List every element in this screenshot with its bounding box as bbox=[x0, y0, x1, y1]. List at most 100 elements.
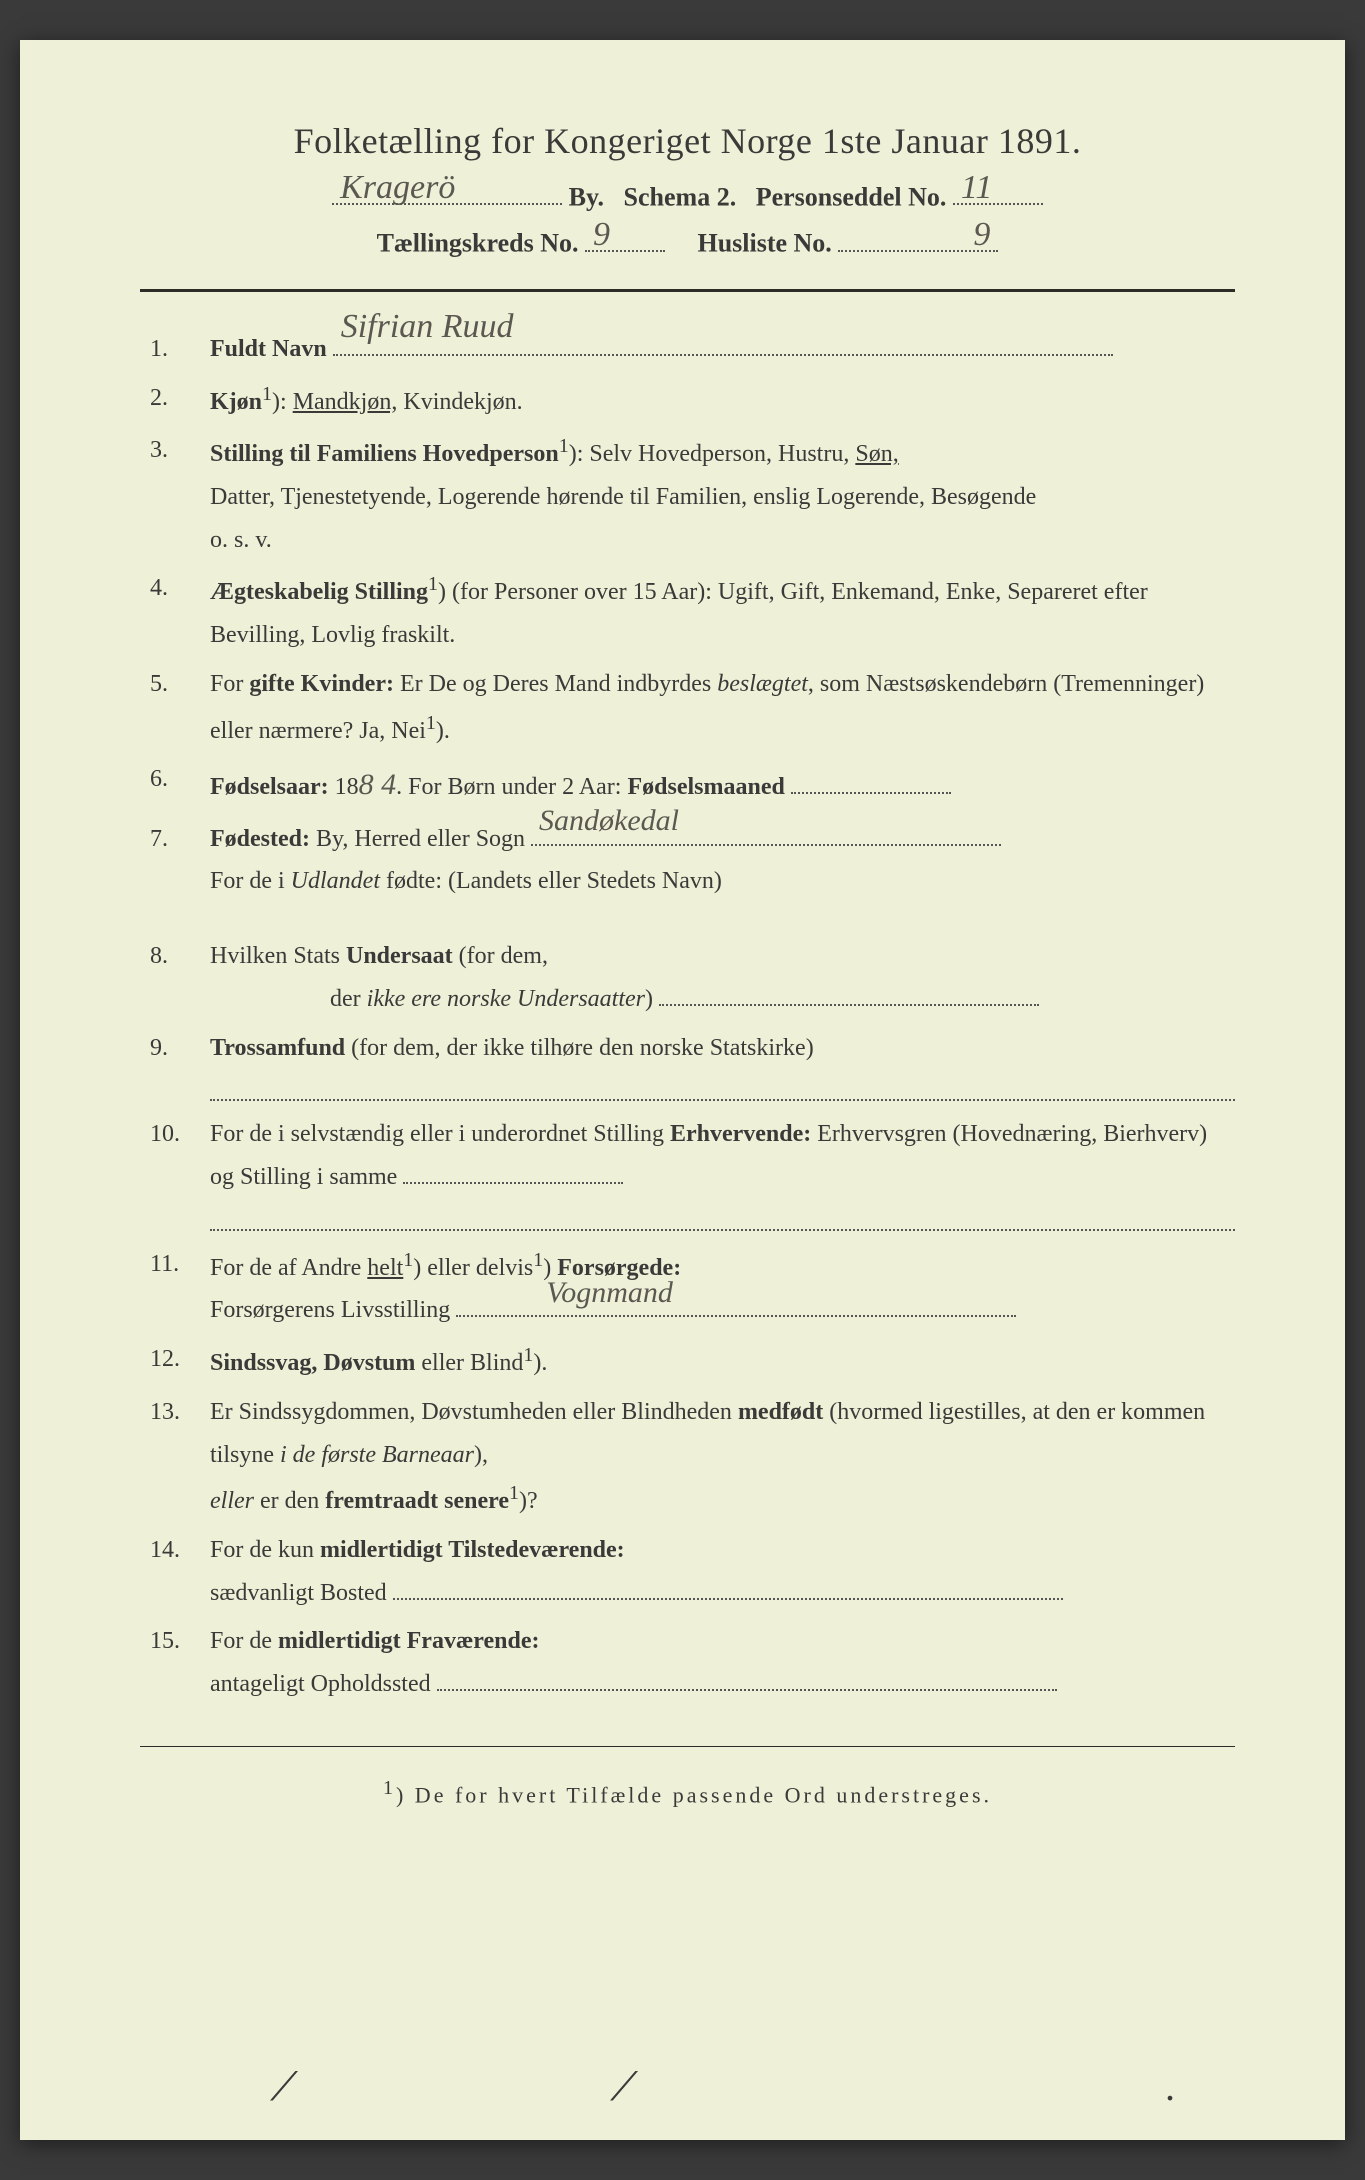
header-line-1: Kragerö By. Schema 2. Personseddel No. 1… bbox=[140, 180, 1235, 212]
q5-label: gifte Kvinder: bbox=[249, 671, 394, 697]
q2-opt-male: Mandkjøn, bbox=[293, 389, 398, 415]
q15-label: midlertidigt Fraværende: bbox=[278, 1628, 540, 1654]
q5-em: beslægtet bbox=[717, 671, 808, 697]
q15-field bbox=[437, 1668, 1057, 1692]
q15-line2: antageligt Opholdssted bbox=[210, 1671, 431, 1697]
q13-tail: )? bbox=[519, 1488, 538, 1514]
kreds-label: Tællingskreds No. bbox=[377, 229, 579, 258]
q3-text1: ): Selv Hovedperson, Hustru, bbox=[569, 441, 856, 467]
q8-label: Undersaat bbox=[346, 943, 453, 969]
header-line-2: Tællingskreds No. 9 Husliste No. 9 bbox=[140, 226, 1235, 258]
q8-line2a: der bbox=[330, 986, 367, 1012]
q11-helt: helt bbox=[367, 1255, 403, 1281]
q14-text1: For de kun bbox=[210, 1537, 320, 1563]
q7-text: By, Herred eller Sogn bbox=[310, 826, 525, 852]
mark-icon: ⟋ bbox=[270, 2063, 298, 2110]
q3-osv: o. s. v. bbox=[210, 527, 272, 553]
q11-mid: ) eller delvis bbox=[413, 1255, 533, 1281]
q7-line2a: For de i bbox=[210, 868, 291, 894]
page-title: Folketælling for Kongeriget Norge 1ste J… bbox=[140, 120, 1235, 162]
q13-text1: Er Sindssygdommen, Døvstumheden eller Bl… bbox=[210, 1399, 738, 1425]
q8-line2: der ikke ere norske Undersaatter) bbox=[210, 986, 659, 1012]
mark-icon: ⟋ bbox=[610, 2063, 638, 2110]
q10-label: Erhvervende: bbox=[670, 1121, 811, 1147]
q13-b2: fremtraadt senere bbox=[325, 1488, 509, 1514]
husliste-field: 9 bbox=[838, 226, 998, 251]
q13: Er Sindssygdommen, Døvstumheden eller Bl… bbox=[140, 1391, 1235, 1523]
husliste-label: Husliste No. bbox=[697, 229, 831, 258]
q11-sup2: 1 bbox=[533, 1249, 543, 1271]
q8-line2em: ikke ere norske Undersaatter bbox=[367, 986, 645, 1012]
q8: Hvilken Stats Undersaat (for dem, der ik… bbox=[140, 935, 1235, 1020]
schema-label: Schema 2. bbox=[624, 182, 737, 211]
q12-tail: ). bbox=[533, 1350, 547, 1376]
q5-text: Er De og Deres Mand indbyrdes bbox=[394, 671, 717, 697]
personseddel-label: Personseddel No. bbox=[756, 182, 947, 211]
q4-label: Ægteskabelig Stilling bbox=[210, 579, 428, 605]
q9-text: (for dem, der ikke tilhøre den norske St… bbox=[345, 1035, 814, 1061]
q6-year-hw: 8 4 bbox=[359, 768, 397, 801]
personseddel-field: 11 bbox=[953, 180, 1043, 205]
q11: For de af Andre helt1) eller delvis1) Fo… bbox=[140, 1243, 1235, 1332]
q8-line2b: ) bbox=[645, 986, 653, 1012]
q1-label: Fuldt Navn bbox=[210, 336, 327, 362]
husliste-handwritten: 9 bbox=[973, 216, 990, 254]
q11-line2: Forsørgerens Livsstilling bbox=[210, 1297, 450, 1323]
q8-text2: (for dem, bbox=[453, 943, 548, 969]
q10-dotline bbox=[210, 1211, 1235, 1231]
q7: Fødested: By, Herred eller Sogn Sandøked… bbox=[140, 818, 1235, 929]
q1-field: Sifrian Ruud bbox=[333, 332, 1113, 356]
q14: For de kun midlertidigt Tilstedeværende:… bbox=[140, 1529, 1235, 1614]
q12-text: eller Blind bbox=[415, 1350, 523, 1376]
q13-sup: 1 bbox=[509, 1482, 519, 1504]
q5: For gifte Kvinder: Er De og Deres Mand i… bbox=[140, 663, 1235, 752]
q11-field: Vognmand bbox=[456, 1294, 1016, 1318]
q8-text1: Hvilken Stats bbox=[210, 943, 346, 969]
by-field: Kragerö bbox=[332, 180, 562, 205]
q13-b1: medfødt bbox=[738, 1399, 823, 1425]
q6: Fødselsaar: 188 4. For Børn under 2 Aar:… bbox=[140, 758, 1235, 811]
q12-sup: 1 bbox=[523, 1344, 533, 1366]
q3-label: Stilling til Familiens Hovedperson bbox=[210, 441, 559, 467]
q13-text3: ), bbox=[474, 1442, 488, 1468]
q7-line2em: Udlandet bbox=[291, 868, 380, 894]
by-label: By. bbox=[569, 182, 604, 211]
personseddel-handwritten: 11 bbox=[961, 169, 992, 207]
q7-line2b: fødte: (Landets eller Stedets Navn) bbox=[380, 868, 722, 894]
q14-line2: sædvanligt Bosted bbox=[210, 1580, 387, 1606]
q4: Ægteskabelig Stilling1) (for Personer ov… bbox=[140, 567, 1235, 656]
q1-handwritten: Sifrian Ruud bbox=[341, 297, 514, 358]
q14-field bbox=[393, 1576, 1063, 1600]
q10: For de i selvstændig eller i underordnet… bbox=[140, 1113, 1235, 1230]
q5-lead: For bbox=[210, 671, 249, 697]
q2-label: Kjøn bbox=[210, 389, 262, 415]
q11-handwritten: Vognmand bbox=[546, 1266, 673, 1319]
q5-tail: ). bbox=[436, 718, 450, 744]
q6-prefix: 18 bbox=[335, 774, 359, 800]
q3: Stilling til Familiens Hovedperson1): Se… bbox=[140, 429, 1235, 561]
q2-opt-female: Kvindekjøn. bbox=[403, 389, 522, 415]
q7-label: Fødested: bbox=[210, 826, 310, 852]
q3-rest: Datter, Tjenestetyende, Logerende hørend… bbox=[210, 484, 1036, 510]
footnote: 1) De for hvert Tilfælde passende Ord un… bbox=[140, 1777, 1235, 1808]
q12: Sindssvag, Døvstum eller Blind1). bbox=[140, 1338, 1235, 1385]
q6-label: Fødselsaar: bbox=[210, 774, 329, 800]
q7-handwritten: Sandøkedal bbox=[539, 794, 679, 847]
q15: For de midlertidigt Fraværende: antageli… bbox=[140, 1620, 1235, 1705]
q3-son: Søn, bbox=[855, 441, 898, 467]
q11-text1: For de af Andre bbox=[210, 1255, 367, 1281]
divider-bottom bbox=[140, 1746, 1235, 1747]
q13-text4: er den bbox=[254, 1488, 325, 1514]
q9: Trossamfund (for dem, der ikke tilhøre d… bbox=[140, 1027, 1235, 1102]
q5-sup: 1 bbox=[426, 712, 436, 734]
q3-sup: 1 bbox=[559, 435, 569, 457]
q10-text1: For de i selvstændig eller i underordnet… bbox=[210, 1121, 670, 1147]
q6-month-field bbox=[791, 771, 951, 795]
question-list: Fuldt Navn Sifrian Ruud Kjøn1): Mandkjøn… bbox=[140, 328, 1235, 1706]
mark-icon: . bbox=[1165, 2063, 1175, 2110]
q12-label: Sindssvag, Døvstum bbox=[210, 1350, 415, 1376]
q7-field: Sandøkedal bbox=[531, 822, 1001, 846]
divider-top bbox=[140, 289, 1235, 292]
q13-em1: i de første Barneaar bbox=[280, 1442, 474, 1468]
q15-text1: For de bbox=[210, 1628, 278, 1654]
